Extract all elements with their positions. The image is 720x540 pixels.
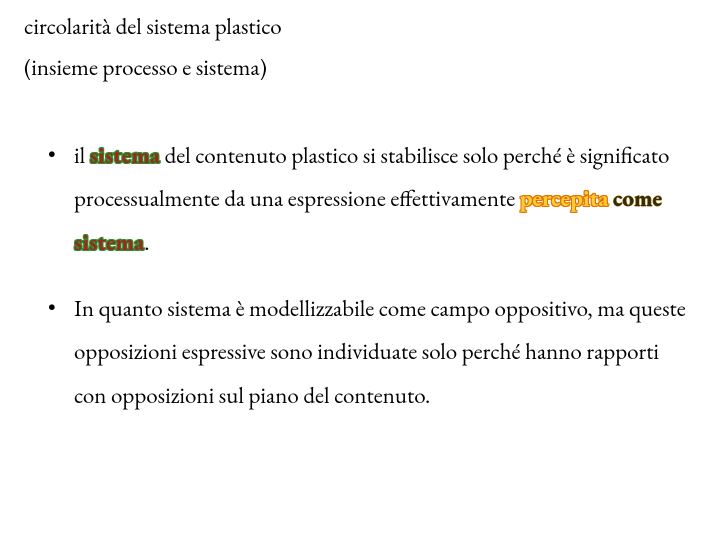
title-word-e: e (178, 52, 196, 82)
emph-percepita: percepita (520, 183, 609, 213)
list-item: In quanto sistema è modellizzabile come … (52, 287, 696, 418)
title-word-sistema: sistema (196, 52, 260, 82)
bullet-list: il sistema del contenuto plastico si sta… (24, 134, 696, 418)
emph-come: come (613, 183, 662, 213)
slide: circolarità del sistema plastico (insiem… (0, 0, 720, 540)
emph-sistema-2: sistema (74, 227, 144, 257)
text-run: In quanto sistema è modellizzabile come … (74, 293, 686, 410)
text-run: il (74, 140, 90, 170)
title-line-2: (insieme processo e sistema) (24, 49, 696, 86)
emph-sistema: sistema (90, 140, 160, 170)
text-run: . (144, 227, 149, 257)
title-paren-close: ) (260, 52, 267, 82)
title-word-processo: processo (103, 52, 178, 82)
title-paren-open: (insieme (24, 52, 103, 82)
list-item: il sistema del contenuto plastico si sta… (52, 134, 696, 265)
title-line-1: circolarità del sistema plastico (24, 8, 696, 45)
